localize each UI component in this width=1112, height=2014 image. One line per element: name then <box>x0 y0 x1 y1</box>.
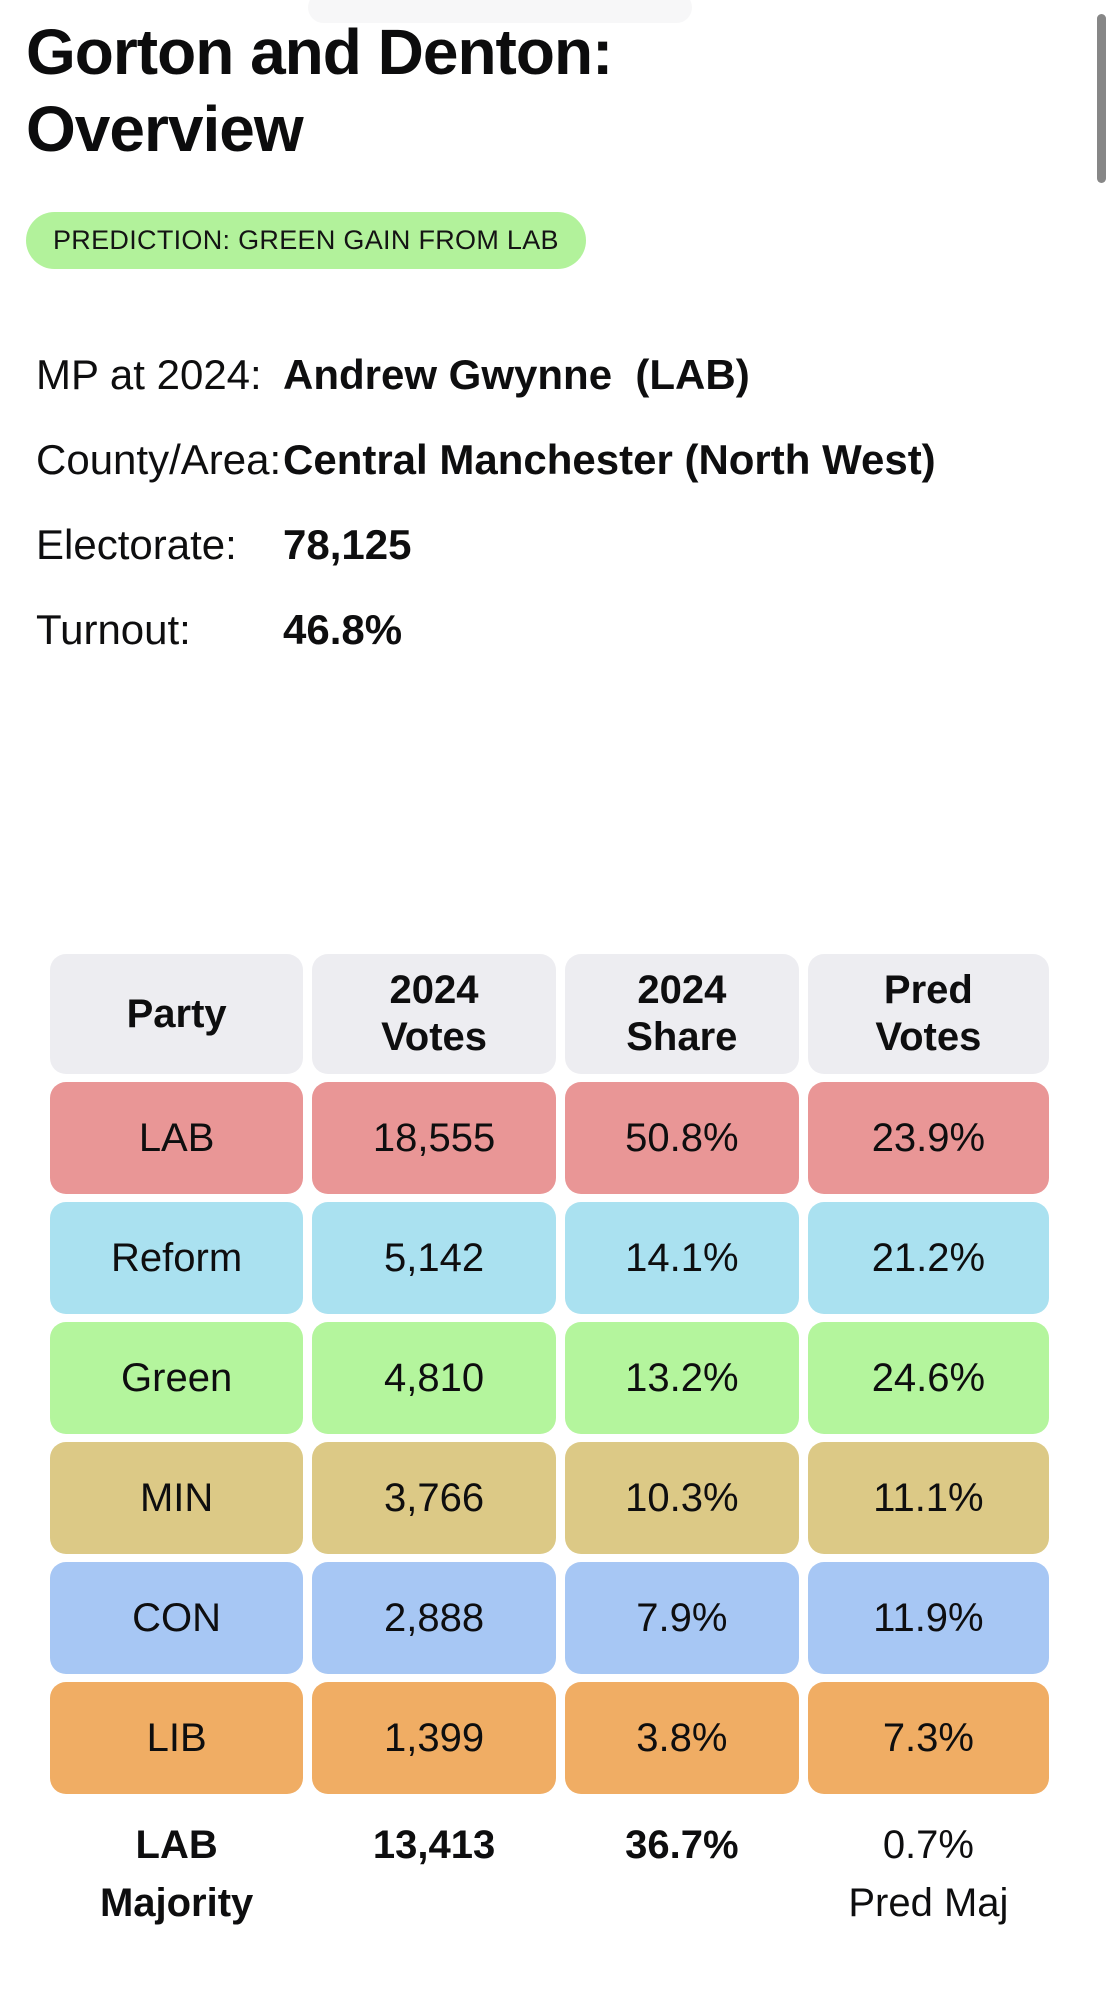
header-line: Votes <box>381 1015 488 1059</box>
column-header-2024-votes: 2024 Votes <box>312 954 556 1074</box>
detail-value-turnout: 46.8% <box>283 606 403 653</box>
footer-line: Pred Maj <box>848 1881 1009 1925</box>
scrollbar-thumb[interactable] <box>1097 14 1106 183</box>
table-cell-votes: 3,766 <box>312 1442 556 1554</box>
footer-majority-share: 36.7% <box>565 1816 799 1932</box>
header-line: 2024 <box>637 968 727 1012</box>
table-cell-party: LIB <box>50 1682 304 1794</box>
header-line: Pred <box>883 968 973 1012</box>
detail-label-mp: MP at 2024: <box>36 351 262 398</box>
header-line: Party <box>126 991 227 1036</box>
page-title: Gorton and Denton: Overview <box>26 16 613 165</box>
table-cell-votes: 4,810 <box>312 1322 556 1434</box>
footer-line: Majority <box>99 1881 254 1925</box>
table-cell-party: LAB <box>50 1082 304 1194</box>
table-cell-pred: 24.6% <box>807 1322 1049 1434</box>
table-cell-party: Reform <box>50 1202 304 1314</box>
footer-line: 0.7% <box>882 1823 974 1867</box>
table-cell-share: 50.8% <box>564 1082 799 1194</box>
footer-pred-majority: 0.7% Pred Maj <box>808 1816 1049 1932</box>
table-cell-share: 13.2% <box>564 1322 799 1434</box>
footer-majority-votes: 13,413 <box>312 1816 556 1932</box>
table-cell-party: MIN <box>50 1442 304 1554</box>
table-cell-pred: 7.3% <box>807 1682 1049 1794</box>
detail-label-county: County/Area: <box>36 436 282 483</box>
table-cell-votes: 2,888 <box>312 1562 556 1674</box>
detail-value-electorate: 78,125 <box>283 521 412 568</box>
detail-value-county: Central Manchester (North West) <box>283 436 936 483</box>
column-header-pred-votes: Pred Votes <box>807 954 1049 1074</box>
table-cell-party: Green <box>50 1322 304 1434</box>
constituency-overview-page: Gorton and Denton: Overview PREDICTION: … <box>0 14 1112 1932</box>
header-line: 2024 <box>389 968 479 1012</box>
detail-label-turnout: Turnout: <box>36 606 191 653</box>
header-line: Votes <box>875 1015 982 1059</box>
table-cell-share: 14.1% <box>564 1202 799 1314</box>
footer-majority-label: LAB Majority <box>50 1816 303 1932</box>
table-cell-pred: 23.9% <box>807 1082 1049 1194</box>
column-header-party: Party <box>50 954 304 1074</box>
table-cell-votes: 18,555 <box>312 1082 556 1194</box>
footer-line: 13,413 <box>372 1823 496 1867</box>
footer-line: LAB <box>135 1823 218 1867</box>
table-cell-share: 3.8% <box>564 1682 799 1794</box>
constituency-details: MP at 2024: Andrew Gwynne (LAB) County/A… <box>26 347 1086 657</box>
table-cell-party: CON <box>50 1562 304 1674</box>
header-line: Share <box>626 1015 738 1059</box>
footer-line: 36.7% <box>625 1823 739 1867</box>
results-table: Party 2024 Votes 2024 Share Pred Votes L… <box>50 954 1049 1932</box>
table-cell-pred: 11.1% <box>807 1442 1049 1554</box>
prediction-badge: PREDICTION: GREEN GAIN FROM LAB <box>26 212 586 269</box>
table-cell-share: 10.3% <box>564 1442 799 1554</box>
table-cell-share: 7.9% <box>564 1562 799 1674</box>
table-cell-pred: 21.2% <box>807 1202 1049 1314</box>
detail-value-mp: Andrew Gwynne (LAB) <box>283 351 750 398</box>
detail-label-electorate: Electorate: <box>36 521 237 568</box>
table-cell-votes: 1,399 <box>312 1682 556 1794</box>
table-cell-votes: 5,142 <box>312 1202 556 1314</box>
column-header-2024-share: 2024 Share <box>564 954 799 1074</box>
scrolled-off-element-remnant <box>308 0 692 23</box>
table-cell-pred: 11.9% <box>807 1562 1049 1674</box>
